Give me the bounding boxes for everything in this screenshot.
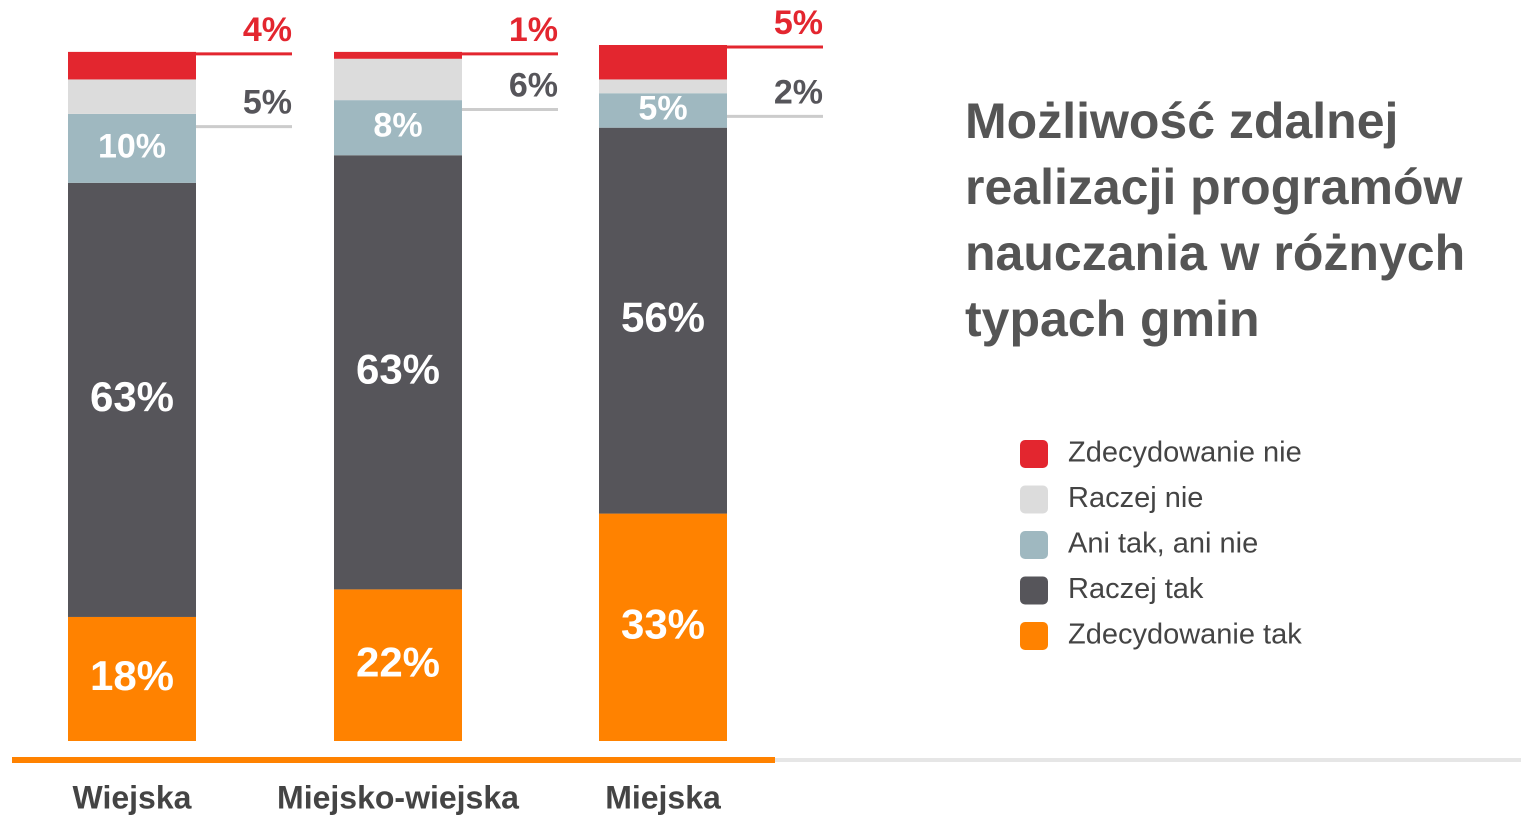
value-label: 63% [356,345,440,392]
bar-segment [599,45,727,80]
bar-segment [599,513,727,741]
value-label: 8% [373,107,422,145]
bar-segment [599,93,727,128]
value-label: 1% [509,11,558,49]
value-label: 5% [774,4,823,42]
bar-segment [334,589,462,741]
legend-swatch [1020,440,1048,468]
value-label: 5% [638,89,687,127]
chart-title: Możliwość zdalnej realizacji programów n… [965,93,1466,347]
value-label: 4% [243,11,292,49]
value-label: 6% [509,66,558,104]
value-label: 2% [774,73,823,111]
bar-segment [599,127,727,514]
bar-segment [599,79,727,94]
legend-label: Raczej nie [1068,482,1203,514]
legend-label: Zdecydowanie nie [1068,437,1302,469]
bar-segment [68,182,196,617]
bar-segment [334,100,462,156]
legend-swatch [1020,485,1048,514]
bar-segment [68,113,196,183]
value-label: 33% [621,600,705,647]
bar-segment [68,616,196,741]
value-label: 5% [243,84,292,122]
bar-segment [68,79,196,114]
legend-label: Zdecydowanie tak [1068,619,1302,651]
bar-segment [334,58,462,101]
value-label: 22% [356,638,440,685]
value-label: 10% [98,127,166,165]
value-label: 63% [90,373,174,420]
value-label: 56% [621,294,705,341]
bar-segment [334,155,462,590]
legend-swatch [1020,576,1048,605]
legend-label: Raczej tak [1068,573,1204,605]
x-tick-label: Miejska [605,779,721,815]
x-tick-label: Miejsko-wiejska [277,779,519,815]
bar-segment [68,51,196,80]
legend-label: Ani tak, ani nie [1068,528,1258,560]
bar-segment [334,51,462,59]
legend-swatch [1020,531,1048,559]
legend-swatch [1020,622,1048,650]
x-tick-label: Wiejska [73,779,192,815]
value-label: 18% [90,652,174,699]
